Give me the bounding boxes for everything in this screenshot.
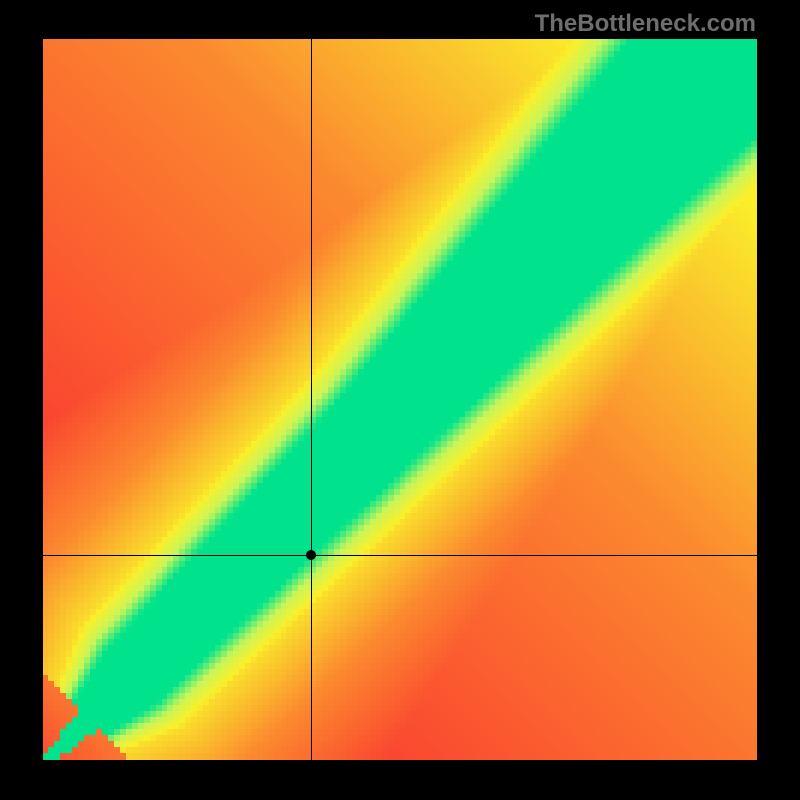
heatmap-canvas	[43, 39, 757, 760]
chart-frame: TheBottleneck.com	[0, 0, 800, 800]
crosshair-marker	[306, 550, 316, 560]
watermark-text: TheBottleneck.com	[535, 10, 756, 38]
heatmap-plot-area	[43, 39, 757, 760]
crosshair-vertical	[311, 39, 312, 760]
crosshair-horizontal	[43, 555, 757, 556]
